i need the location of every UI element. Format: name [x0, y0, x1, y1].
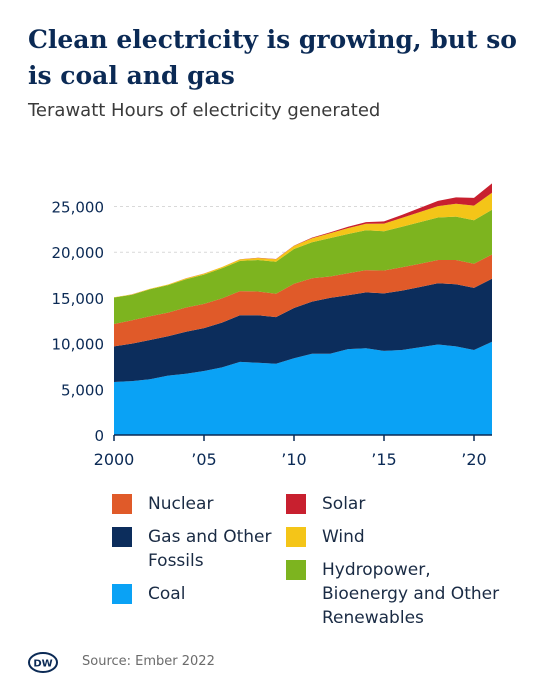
legend-item-nuclear: Nuclear	[112, 492, 213, 516]
stacked-area-chart: 0 5,000 10,000 15,000 20,000 25,000 2000 ’05 ’10…	[52, 183, 492, 469]
legend-item-coal: Coal	[112, 582, 185, 606]
source-note: Source: Ember 2022	[82, 654, 215, 669]
x-tick-label: ’15	[371, 450, 396, 469]
y-tick-label: 10,000	[52, 336, 105, 354]
y-tick-label: 15,000	[52, 290, 105, 308]
legend-label-renewables: Hydropower, Bioenergy and Other Renewabl…	[322, 560, 500, 628]
dw-logo-icon: DW	[28, 652, 58, 673]
legend-item-solar: Solar	[286, 492, 365, 516]
x-tick-label: ’05	[191, 450, 216, 469]
legend-label-nuclear: Nuclear	[148, 494, 214, 514]
y-tick-label: 5,000	[61, 381, 104, 399]
dw-logo-text: DW	[33, 659, 52, 670]
legend-swatch-renewables	[286, 560, 306, 580]
area-wind	[114, 192, 492, 298]
legend-swatch-wind	[286, 527, 306, 547]
legend-swatch-coal	[112, 584, 132, 604]
legend-label-coal: Coal	[148, 584, 186, 604]
x-tick-label: 2000	[94, 450, 135, 469]
area-gas-and-other-fossils	[114, 278, 492, 382]
legend-label-solar: Solar	[322, 494, 366, 514]
x-tick-label: ’20	[461, 450, 486, 469]
y-tick-label: 25,000	[52, 199, 105, 217]
legend-swatch-nuclear	[112, 494, 132, 514]
y-tick-label: 20,000	[52, 244, 105, 262]
y-tick-label: 0	[94, 427, 104, 445]
legend-item-wind: Wind	[286, 525, 365, 549]
area-nuclear	[114, 254, 492, 347]
legend-label-wind: Wind	[322, 527, 365, 547]
area-hydropower-bioenergy-and-other-renewables	[114, 209, 492, 324]
legend-label-gas: Gas and Other Fossils	[148, 527, 272, 571]
legend-item-renewables: Hydropower, Bioenergy and Other Renewabl…	[286, 558, 516, 630]
legend-swatch-gas	[112, 527, 132, 547]
area-coal	[114, 341, 492, 435]
legend-swatch-solar	[286, 494, 306, 514]
chart-title: Clean electricity is growing, but so is …	[28, 25, 517, 90]
x-tick-label: ’10	[281, 450, 306, 469]
chart-subtitle: Terawatt Hours of electricity generated	[28, 100, 381, 121]
legend-item-gas: Gas and Other Fossils	[112, 525, 282, 573]
